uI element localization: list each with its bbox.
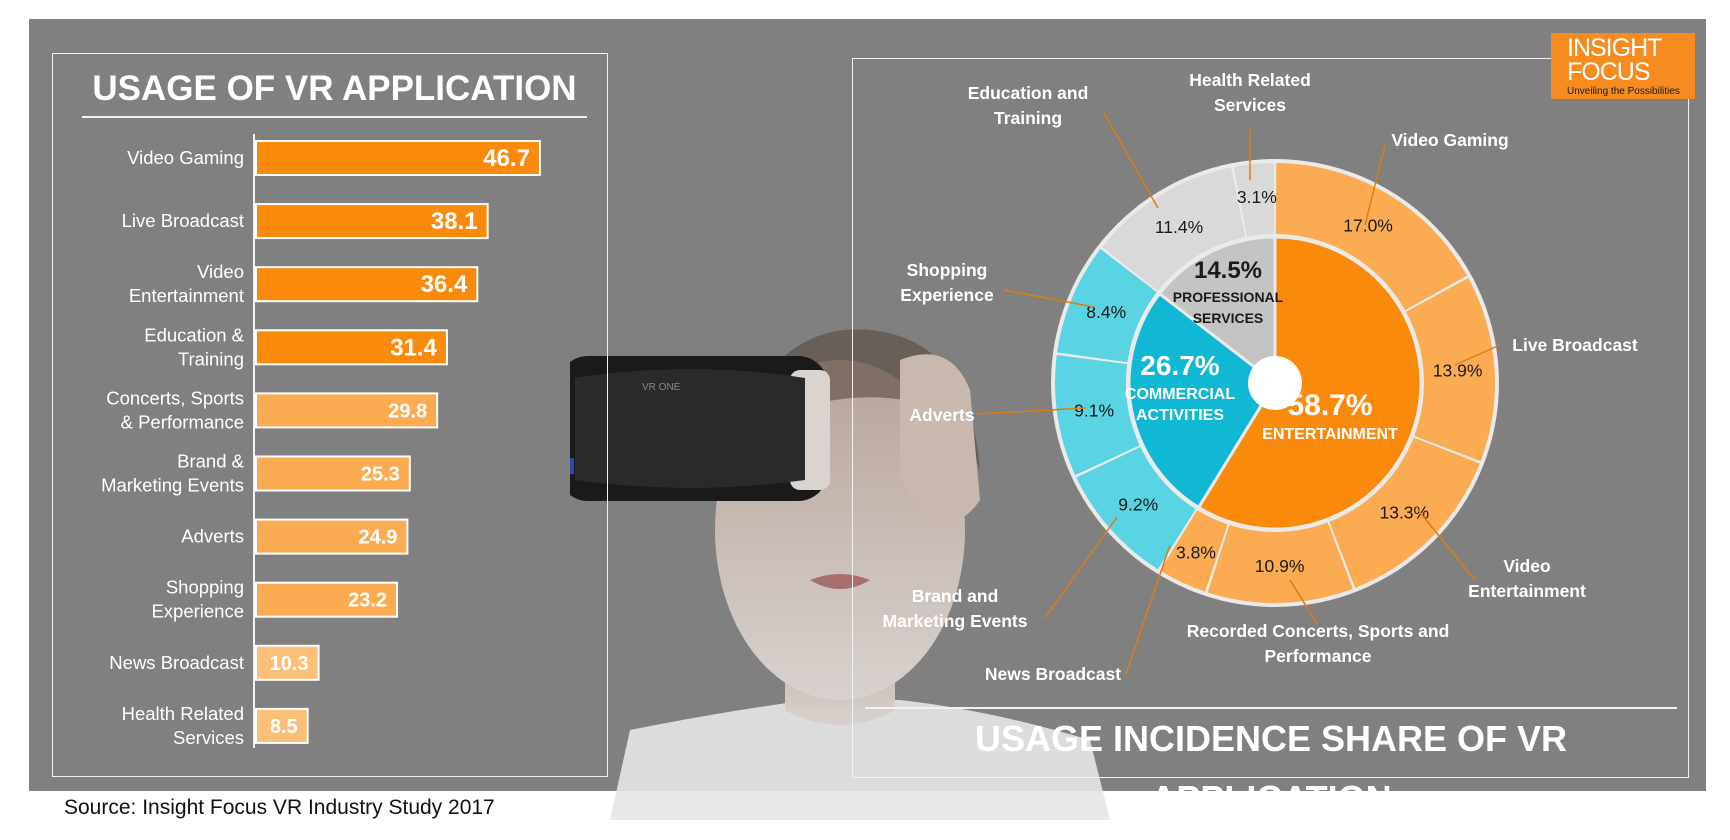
outer-category-label-1: Live Broadcast [1512, 335, 1638, 355]
outer-slice-7 [1057, 249, 1157, 363]
outer-pct-label-8: 11.4% [1155, 217, 1203, 237]
outer-category-label-9: Health Related Services [1189, 70, 1311, 115]
bar-category-label-1: Live Broadcast [122, 210, 244, 231]
bar-6 [255, 518, 409, 555]
bar-value-label-9: 8.5 [270, 716, 298, 738]
logo-line-2: FOCUS [1567, 58, 1651, 86]
outer-pct-label-3: 10.9% [1255, 556, 1305, 576]
bar-category-label-4: Concerts, Sports & Performance [106, 387, 244, 432]
outer-category-label-0: Video Gaming [1391, 130, 1508, 150]
bar-value-label-6: 24.9 [358, 527, 397, 549]
leader-line-6 [975, 407, 1087, 415]
outer-slice-0 [1275, 163, 1468, 311]
bar-value-label-7: 23.2 [348, 590, 387, 612]
vr-headset-lens-cover [575, 369, 805, 488]
sunburst-center-hole [1248, 356, 1302, 410]
outer-category-label-7: Shopping Experience [900, 260, 994, 305]
bar-value-label-5: 25.3 [361, 464, 400, 486]
outer-slice-2 [1329, 437, 1480, 588]
logo-line-1: INSIGHT [1567, 34, 1662, 62]
bar-chart-frame [52, 53, 608, 777]
bar-4 [255, 392, 439, 429]
outer-slice-3 [1207, 522, 1353, 603]
bar-3 [255, 329, 448, 366]
outer-slice-6 [1054, 355, 1140, 476]
bar-1 [255, 203, 489, 240]
pie-chart-title: USAGE INCIDENCE SHARE OF VR APPLICATION [865, 707, 1677, 819]
bar-category-label-9: Health Related Services [122, 703, 244, 748]
inner-pct-label-2: 14.5% [1194, 257, 1262, 284]
leader-line-5 [1044, 516, 1118, 619]
bar-9 [255, 707, 309, 744]
bar-value-label-1: 38.1 [431, 208, 478, 235]
inner-slice-1 [1127, 291, 1277, 510]
outer-category-label-2: Video Entertainment [1468, 556, 1586, 601]
outer-pct-label-4: 3.8% [1176, 542, 1216, 562]
bar-value-label-2: 36.4 [421, 271, 468, 298]
bar-5 [255, 455, 411, 492]
bar-category-label-0: Video Gaming [127, 147, 244, 168]
bar-chart-title: USAGE OF VR APPLICATION [82, 62, 587, 118]
logo-tagline: Unveiling the Possibilities [1567, 86, 1680, 97]
insight-focus-logo: INSIGHT FOCUS Unveiling the Possibilitie… [1551, 33, 1695, 99]
leader-line-0 [1364, 144, 1386, 226]
outer-pct-label-1: 13.9% [1433, 361, 1483, 381]
outer-category-label-5: Brand and Marketing Events [883, 586, 1028, 631]
leader-line-3 [1289, 579, 1319, 626]
bar-category-label-3: Education & Training [144, 324, 244, 369]
vr-headset-woman-figure: VR ONE [570, 329, 1110, 820]
outer-slice-9 [1233, 163, 1275, 237]
bar-value-label-8: 10.3 [270, 653, 309, 675]
inner-name-label-1: COMMERCIAL ACTIVITIES [1125, 386, 1235, 424]
outer-pct-label-2: 13.3% [1379, 503, 1429, 523]
outer-category-label-3: Recorded Concerts, Sports and Performance [1187, 621, 1450, 666]
inner-name-label-2: PROFESSIONAL SERVICES [1173, 289, 1284, 326]
bar-value-label-4: 29.8 [388, 400, 427, 422]
leader-line-8 [1103, 112, 1159, 209]
outer-category-label-8: Education and Training [968, 83, 1089, 128]
outer-pct-label-7: 8.4% [1086, 302, 1126, 322]
inner-pct-label-0: 58.7% [1287, 389, 1372, 422]
outer-category-label-4: News Broadcast [985, 664, 1121, 684]
figure-hand [900, 354, 980, 523]
bar-value-label-0: 46.7 [483, 145, 530, 172]
outer-slice-4 [1160, 510, 1228, 592]
bar-7 [255, 581, 399, 618]
leader-line-1 [1454, 344, 1501, 366]
outer-pct-label-9: 3.1% [1237, 187, 1277, 207]
figure-shoulders [610, 700, 1110, 820]
outer-category-label-6: Adverts [909, 405, 974, 425]
leader-line-2 [1417, 509, 1476, 581]
inner-pct-label-1: 26.7% [1140, 350, 1219, 381]
bar-value-label-3: 31.4 [390, 334, 437, 361]
bar-0 [255, 140, 541, 176]
vr-headset-badge [570, 458, 574, 474]
figure-lips [810, 574, 870, 589]
bar-category-label-8: News Broadcast [109, 652, 244, 673]
bar-category-label-6: Adverts [181, 526, 244, 547]
outer-pct-label-5: 9.2% [1118, 495, 1158, 515]
outer-slice-5 [1076, 446, 1196, 570]
outer-pct-label-0: 17.0% [1343, 215, 1393, 235]
bar-category-label-2: Video Entertainment [129, 261, 244, 306]
bar-8 [255, 644, 320, 681]
leader-line-4 [1125, 544, 1171, 675]
bar-category-label-5: Brand & Marketing Events [101, 451, 245, 496]
bar-category-label-7: Shopping Experience [151, 577, 244, 622]
outer-pct-label-6: 9.1% [1074, 401, 1114, 421]
outer-slice-1 [1405, 277, 1495, 462]
source-note: Source: Insight Focus VR Industry Study … [64, 796, 495, 819]
inner-name-label-0: ENTERTAINMENT [1262, 426, 1398, 443]
inner-slice-2 [1157, 235, 1277, 387]
outer-slice-8 [1102, 167, 1246, 291]
leader-line-7 [1003, 289, 1095, 308]
bar-2 [255, 266, 479, 303]
vr-headset-brand: VR ONE [642, 382, 681, 393]
inner-slice-0 [1196, 235, 1423, 531]
pie-chart-frame [852, 58, 1689, 778]
